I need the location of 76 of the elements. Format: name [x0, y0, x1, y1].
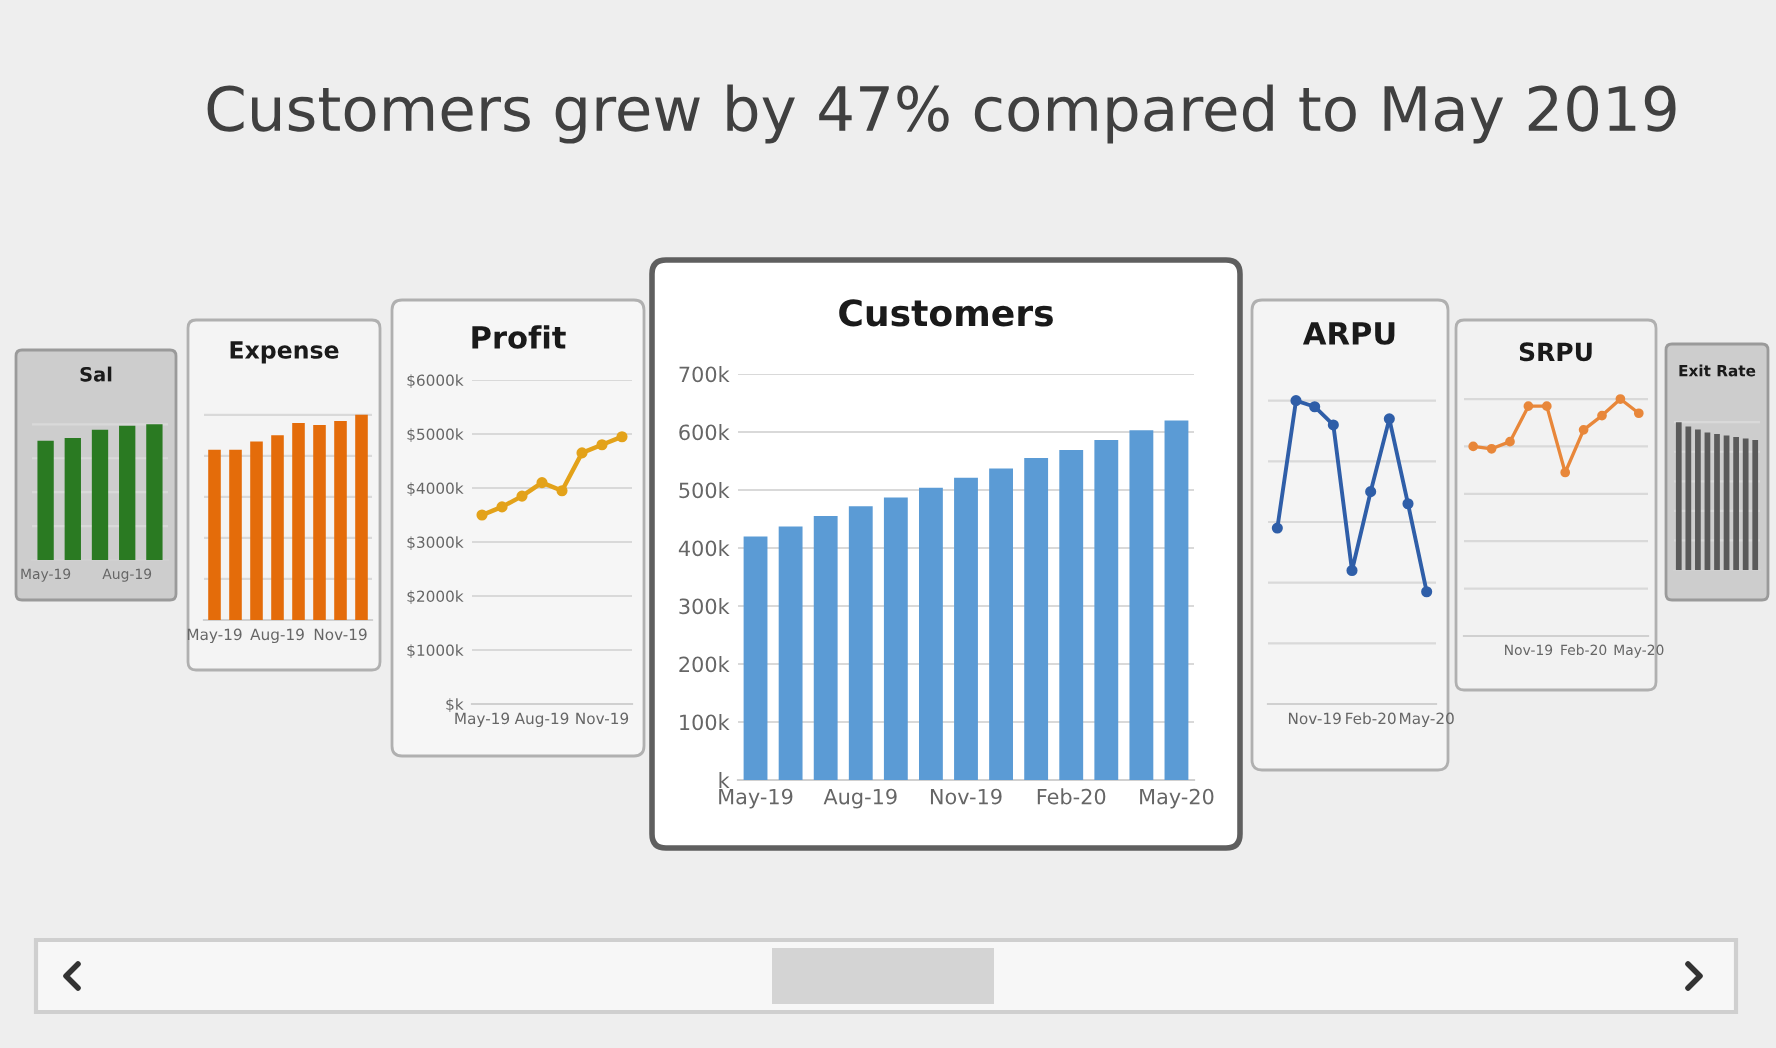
bar: [64, 437, 81, 560]
point: [1597, 410, 1607, 421]
point: [1421, 586, 1433, 598]
bar: [1129, 430, 1154, 780]
bar: [229, 449, 242, 620]
point: [1523, 401, 1534, 411]
point: [576, 447, 588, 459]
bar: [778, 526, 803, 780]
point: [616, 431, 628, 443]
point: [1578, 424, 1589, 435]
point: [536, 477, 548, 489]
x-tick-label: May-19: [719, 788, 793, 809]
bar: [1733, 436, 1739, 570]
y-tick-label: k: [719, 772, 730, 788]
y-tick-label: 600k: [679, 424, 730, 441]
chart-title: SRPU: [1519, 342, 1592, 362]
y-tick-label: 400k: [678, 540, 730, 557]
y-tick-label: 200k: [679, 656, 730, 673]
point: [596, 439, 608, 451]
point: [1290, 395, 1302, 407]
bar: [1094, 440, 1119, 780]
bar: [989, 468, 1013, 780]
x-tick-label: Nov-19: [930, 788, 1002, 805]
point: [1633, 408, 1644, 419]
bar: [119, 425, 136, 560]
bar: [146, 424, 163, 560]
point: [1402, 498, 1414, 510]
point: [1365, 486, 1377, 498]
point: [1346, 564, 1358, 577]
y-tick-label: 100k: [680, 714, 730, 731]
point: [1468, 441, 1479, 452]
bar: [292, 422, 305, 620]
point: [556, 485, 568, 497]
x-tick-label: Aug-19: [823, 788, 897, 809]
bar: [334, 420, 347, 620]
bar: [954, 477, 978, 780]
bar: [848, 506, 873, 780]
point: [1615, 394, 1626, 404]
y-tick-label: 700k: [679, 366, 730, 383]
bar: [1024, 458, 1049, 780]
text: Customers grew by 47% compared to May 2019: [207, 84, 1676, 144]
bar: [271, 435, 284, 620]
chart-title: Sal: [80, 366, 112, 382]
bar: [250, 441, 263, 620]
bar: [919, 487, 943, 780]
chart-title: Customers: [839, 299, 1053, 327]
bar: [1695, 429, 1701, 570]
point: [1309, 401, 1321, 413]
point: [1541, 401, 1552, 411]
point: [516, 490, 528, 502]
point: [1327, 419, 1339, 431]
y-tick-label: 300k: [679, 598, 730, 615]
bar: [813, 516, 838, 780]
bar: [313, 425, 326, 620]
chart-title: Expense: [230, 341, 339, 364]
bar: [91, 429, 109, 560]
chart-title: ARPU: [1302, 322, 1395, 345]
point: [1505, 436, 1515, 447]
bar: [743, 536, 768, 780]
point: [1271, 522, 1283, 534]
bar: [1164, 420, 1189, 780]
point: [496, 501, 508, 513]
point: [1560, 467, 1571, 478]
bar: [355, 414, 368, 620]
bar: [883, 497, 908, 780]
point: [476, 509, 488, 521]
x-tick-label: Feb-20: [1037, 788, 1106, 805]
point: [1486, 443, 1497, 454]
chart-title: Profit: [472, 325, 566, 349]
y-tick-label: 500k: [679, 482, 730, 499]
bar: [1714, 434, 1720, 570]
bar: [208, 449, 221, 620]
point: [1383, 413, 1395, 425]
bar: [37, 440, 54, 560]
x-tick-label: May-20: [1140, 788, 1214, 809]
bar: [1059, 449, 1084, 780]
